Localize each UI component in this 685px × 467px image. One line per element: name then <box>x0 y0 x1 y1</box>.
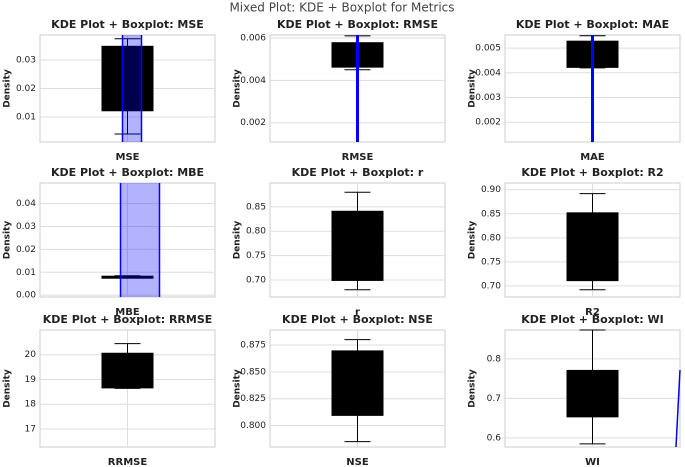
y-axis-label: Density <box>233 69 243 108</box>
y-tick-label: 0.800 <box>240 421 266 431</box>
subplot-title: KDE Plot + Boxplot: RMSE <box>277 18 438 31</box>
y-tick-label: 0.02 <box>16 245 36 255</box>
y-tick-label: 0.7 <box>487 394 501 404</box>
y-tick-label: 0.01 <box>16 268 36 278</box>
y-tick-label: 0.85 <box>246 202 266 212</box>
y-tick-label: 0.75 <box>481 257 501 267</box>
y-tick-label: 0.6 <box>487 433 502 443</box>
subplot-title: KDE Plot + Boxplot: NSE <box>282 313 433 326</box>
x-tick-label: MBE <box>115 307 140 318</box>
y-tick-label: 0.004 <box>475 68 501 78</box>
y-tick-label: 17 <box>25 424 36 434</box>
x-tick-label: RRMSE <box>108 457 148 467</box>
y-tick-label: 19 <box>25 375 37 385</box>
y-tick-label: 0.85 <box>481 209 501 219</box>
y-tick-label: 0.825 <box>240 394 266 404</box>
y-tick-label: 0.003 <box>475 93 501 103</box>
y-axis-label: Density <box>468 221 478 260</box>
y-tick-label: 0.70 <box>481 281 501 291</box>
y-axis-label: Density <box>233 221 243 260</box>
subplot-title: KDE Plot + Boxplot: r <box>292 166 424 179</box>
y-tick-label: 0.70 <box>246 275 266 285</box>
y-tick-label: 0.004 <box>240 76 266 86</box>
subplot-title: KDE Plot + Boxplot: MSE <box>51 18 204 31</box>
y-axis-label: Density <box>468 69 478 108</box>
box <box>101 45 154 112</box>
y-tick-label: 0.8 <box>487 354 502 364</box>
y-tick-label: 0.875 <box>240 341 266 351</box>
y-tick-label: 0.75 <box>246 251 266 261</box>
y-axis-label: Density <box>3 69 13 108</box>
y-tick-label: 0.90 <box>481 185 501 195</box>
y-axis-label: Density <box>233 369 243 408</box>
y-axis-label: Density <box>3 221 13 260</box>
figure-title: Mixed Plot: KDE + Boxplot for Metrics <box>229 1 454 15</box>
x-tick-label: RMSE <box>342 152 374 163</box>
x-tick-label: r <box>355 307 360 318</box>
y-tick-label: 0.03 <box>16 56 36 66</box>
x-tick-label: R2 <box>585 307 600 318</box>
y-tick-label: 0.002 <box>475 118 501 128</box>
box <box>101 275 154 279</box>
subplot-title: KDE Plot + Boxplot: R2 <box>521 166 663 179</box>
x-tick-label: MAE <box>580 152 605 163</box>
box <box>566 212 619 282</box>
y-tick-label: 0.002 <box>240 118 266 128</box>
y-tick-label: 0.005 <box>475 44 501 54</box>
kde-band <box>122 35 142 142</box>
subplot-title: KDE Plot + Boxplot: RRMSE <box>43 313 213 326</box>
box <box>331 350 384 416</box>
subplot-title: KDE Plot + Boxplot: MBE <box>51 166 204 179</box>
y-tick-label: 0.01 <box>16 112 36 122</box>
y-tick-label: 20 <box>25 350 37 360</box>
y-tick-label: 0.80 <box>481 233 501 243</box>
kde-band <box>120 183 160 297</box>
box <box>566 369 619 418</box>
subplot-title: KDE Plot + Boxplot: WI <box>521 313 663 326</box>
y-tick-label: 18 <box>25 400 37 410</box>
kde-line <box>675 369 681 448</box>
y-tick-label: 0.006 <box>240 33 266 43</box>
subplot-title: KDE Plot + Boxplot: MAE <box>516 18 669 31</box>
x-tick-label: NSE <box>346 457 369 467</box>
box <box>331 210 384 281</box>
y-axis-label: Density <box>468 369 478 408</box>
x-tick-label: WI <box>585 457 600 467</box>
y-tick-label: 0.03 <box>16 222 36 232</box>
y-tick-label: 0.850 <box>240 367 266 377</box>
y-tick-label: 0.02 <box>16 84 36 94</box>
y-tick-label: 0.00 <box>16 291 36 301</box>
y-tick-label: 0.80 <box>246 227 266 237</box>
box <box>101 352 154 389</box>
y-axis-label: Density <box>3 369 13 408</box>
x-tick-label: MSE <box>116 152 140 163</box>
y-tick-label: 0.04 <box>16 199 36 209</box>
